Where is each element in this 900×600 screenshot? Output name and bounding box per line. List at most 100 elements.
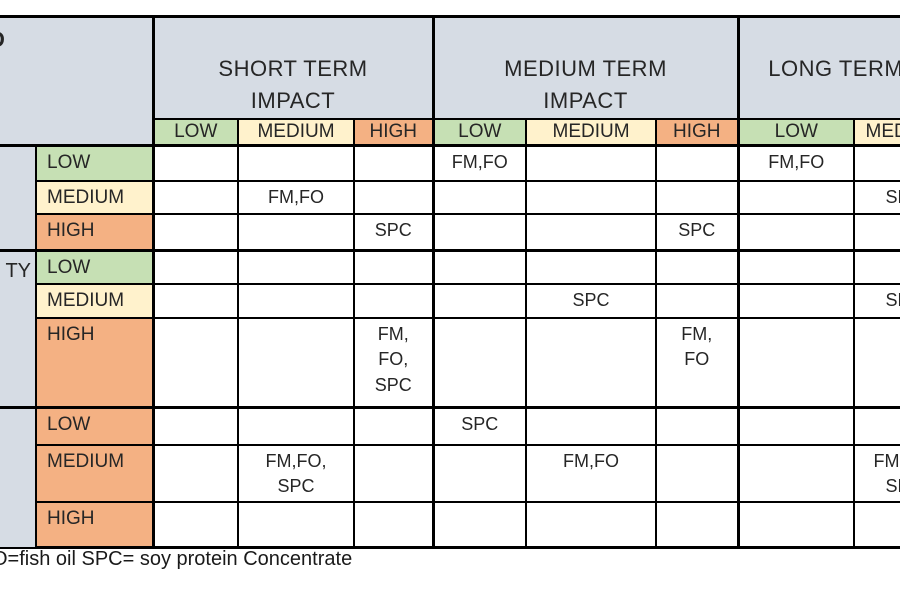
matrix-cell xyxy=(151,317,239,409)
matrix-cell: FM,FO xyxy=(237,180,355,216)
row-level-label: MEDIUM xyxy=(35,283,154,320)
impact-level-header-short-term-medium: MEDIUM xyxy=(237,117,355,147)
matrix-cell xyxy=(237,317,355,409)
matrix-cell xyxy=(525,213,658,252)
matrix-cell xyxy=(736,444,856,503)
matrix-cell xyxy=(655,180,740,216)
matrix-cell xyxy=(853,248,900,286)
matrix-cell xyxy=(352,405,435,447)
column-group-header-long-term: LONG TERM IMPACT xyxy=(736,14,900,120)
matrix-cell xyxy=(736,317,856,409)
corner-header-cell: D xyxy=(0,15,154,147)
matrix-cell xyxy=(431,317,528,409)
column-group-header-short-term: SHORT TERM IMPACT xyxy=(151,14,435,120)
legend-text: O=fish oil SPC= soy protein Concentrate xyxy=(0,548,353,570)
matrix-cell: FM,FO xyxy=(736,143,856,183)
table-wrapper: D SHORT TERM IMPACT MEDIUM TERM IMPACT L… xyxy=(0,14,900,550)
matrix-cell: FM,FO xyxy=(525,444,658,503)
matrix-cell xyxy=(431,248,528,286)
matrix-cell xyxy=(151,143,239,183)
matrix-cell: FM,FO, SPC xyxy=(237,444,355,503)
matrix-cell xyxy=(237,405,355,447)
matrix-cell xyxy=(525,317,658,409)
row-group-label xyxy=(0,143,37,252)
matrix-cell: SPC xyxy=(853,283,900,320)
row-level-label: LOW xyxy=(35,405,154,447)
matrix-cell xyxy=(352,248,435,286)
matrix-cell xyxy=(431,283,528,320)
matrix-cell xyxy=(151,180,239,216)
matrix-cell xyxy=(431,213,528,252)
impact-level-header-medium-term-low: LOW xyxy=(431,117,528,147)
matrix-cell xyxy=(655,248,740,286)
risk-matrix-table: D SHORT TERM IMPACT MEDIUM TERM IMPACT L… xyxy=(0,14,900,550)
impact-level-header-medium-term-medium: MEDIUM xyxy=(525,117,658,147)
row-level-label: MEDIUM xyxy=(35,444,154,503)
matrix-cell xyxy=(352,500,435,550)
matrix-cell xyxy=(151,444,239,503)
matrix-cell xyxy=(151,405,239,447)
impact-level-header-short-term-high: HIGH xyxy=(352,117,435,147)
matrix-cell xyxy=(237,248,355,286)
matrix-cell xyxy=(151,213,239,252)
impact-level-header-long-term-medium: MEDIUM xyxy=(853,117,900,147)
matrix-cell xyxy=(853,500,900,550)
matrix-cell xyxy=(736,405,856,447)
matrix-cell xyxy=(352,283,435,320)
matrix-cell xyxy=(655,143,740,183)
corner-label-fragment: D xyxy=(0,27,5,53)
matrix-cell xyxy=(525,143,658,183)
matrix-cell xyxy=(352,143,435,183)
matrix-cell xyxy=(853,143,900,183)
matrix-cell xyxy=(151,283,239,320)
matrix-cell xyxy=(237,283,355,320)
matrix-cell xyxy=(655,405,740,447)
impact-level-header-medium-term-high: HIGH xyxy=(655,117,740,147)
matrix-cell: SPC xyxy=(352,213,435,252)
row-group-label: TY xyxy=(0,248,37,409)
matrix-cell: SPC xyxy=(853,180,900,216)
matrix-cell: FM,FO, SPC xyxy=(853,444,900,503)
column-group-label: LONG TERM IMPACT xyxy=(768,55,900,81)
row-group-label xyxy=(0,405,37,549)
row-level-label: HIGH xyxy=(35,500,154,550)
matrix-cell xyxy=(655,444,740,503)
matrix-cell xyxy=(151,248,239,286)
matrix-cell xyxy=(431,500,528,550)
matrix-cell: FM, FO, SPC xyxy=(352,317,435,409)
matrix-cell xyxy=(352,444,435,503)
matrix-cell xyxy=(736,180,856,216)
matrix-cell xyxy=(525,405,658,447)
matrix-cell xyxy=(431,180,528,216)
matrix-cell xyxy=(525,248,658,286)
matrix-cell xyxy=(736,248,856,286)
matrix-cell: FM,FO xyxy=(431,143,528,183)
impact-level-header-long-term-low: LOW xyxy=(736,117,856,147)
matrix-cell xyxy=(352,180,435,216)
matrix-cell xyxy=(431,444,528,503)
column-group-header-medium-term: MEDIUM TERM IMPACT xyxy=(431,14,740,120)
matrix-cell xyxy=(525,180,658,216)
matrix-cell xyxy=(237,500,355,550)
matrix-cell xyxy=(655,283,740,320)
matrix-cell: SPC xyxy=(525,283,658,320)
row-level-label: HIGH xyxy=(35,317,154,409)
matrix-cell xyxy=(853,213,900,252)
row-level-label: MEDIUM xyxy=(35,180,154,216)
matrix-cell xyxy=(736,213,856,252)
matrix-cell xyxy=(237,143,355,183)
matrix-cell xyxy=(853,317,900,409)
matrix-cell: SPC xyxy=(431,405,528,447)
matrix-cell xyxy=(151,500,239,550)
matrix-cell: FM, FO xyxy=(655,317,740,409)
row-level-label: LOW xyxy=(35,143,154,183)
matrix-cell xyxy=(736,283,856,320)
matrix-cell: SPC xyxy=(655,213,740,252)
row-level-label: LOW xyxy=(35,248,154,286)
matrix-cell xyxy=(237,213,355,252)
row-level-label: HIGH xyxy=(35,213,154,252)
matrix-cell xyxy=(853,405,900,447)
matrix-cell xyxy=(655,500,740,550)
impact-level-header-short-term-low: LOW xyxy=(151,117,239,147)
